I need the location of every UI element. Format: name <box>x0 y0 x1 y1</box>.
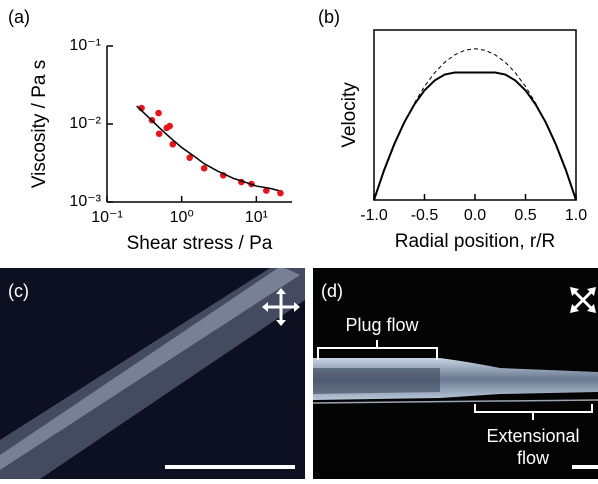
x-tick-label: 0.5 <box>514 207 536 224</box>
velocity-curve <box>373 71 577 201</box>
panel-label: (b) <box>318 7 340 27</box>
x-tick-label: -0.5 <box>411 207 439 224</box>
annotation: Plug flow <box>345 315 419 335</box>
data-point <box>169 140 177 148</box>
data-point <box>155 109 162 117</box>
x-tick-label: -1.0 <box>360 207 388 224</box>
data-point <box>263 187 270 194</box>
x-tick-label: 10⁰ <box>170 209 194 226</box>
fit-line <box>136 105 280 192</box>
panel-label: (a) <box>8 7 30 27</box>
image-c: (c) <box>0 268 305 479</box>
plot-frame <box>373 29 577 201</box>
annotation: Extensional <box>486 426 579 446</box>
panel-label: (c) <box>8 281 29 301</box>
y-axis-label: Viscosity / Pa s <box>29 60 50 188</box>
data-point <box>155 130 163 138</box>
x-tick-label: 10⁻¹ <box>91 209 123 226</box>
x-axis-label: Shear stress / Pa <box>127 233 273 254</box>
image-d: (d) Plug flow Extensional flow <box>312 268 598 479</box>
velocity-curve <box>373 48 577 201</box>
polarizer-icon <box>570 287 596 313</box>
data-point <box>200 165 208 172</box>
y-axis-label: Velocity <box>339 82 360 148</box>
data-point <box>166 122 173 130</box>
y-tick-label: 10⁻³ <box>69 193 101 210</box>
y-tick-label: 10⁻² <box>69 115 101 132</box>
panel-label: (d) <box>321 281 343 301</box>
y-tick-label: 10⁻¹ <box>69 37 101 54</box>
x-tick-label: 1.0 <box>565 207 587 224</box>
polarizer-icon <box>264 290 298 324</box>
annotation: flow <box>517 448 550 468</box>
x-axis-label: Radial position, r/R <box>395 231 556 252</box>
x-tick-label: 10¹ <box>245 209 268 226</box>
x-tick-label: 0.0 <box>464 207 486 224</box>
data-point <box>186 154 193 161</box>
data-point <box>277 189 284 197</box>
